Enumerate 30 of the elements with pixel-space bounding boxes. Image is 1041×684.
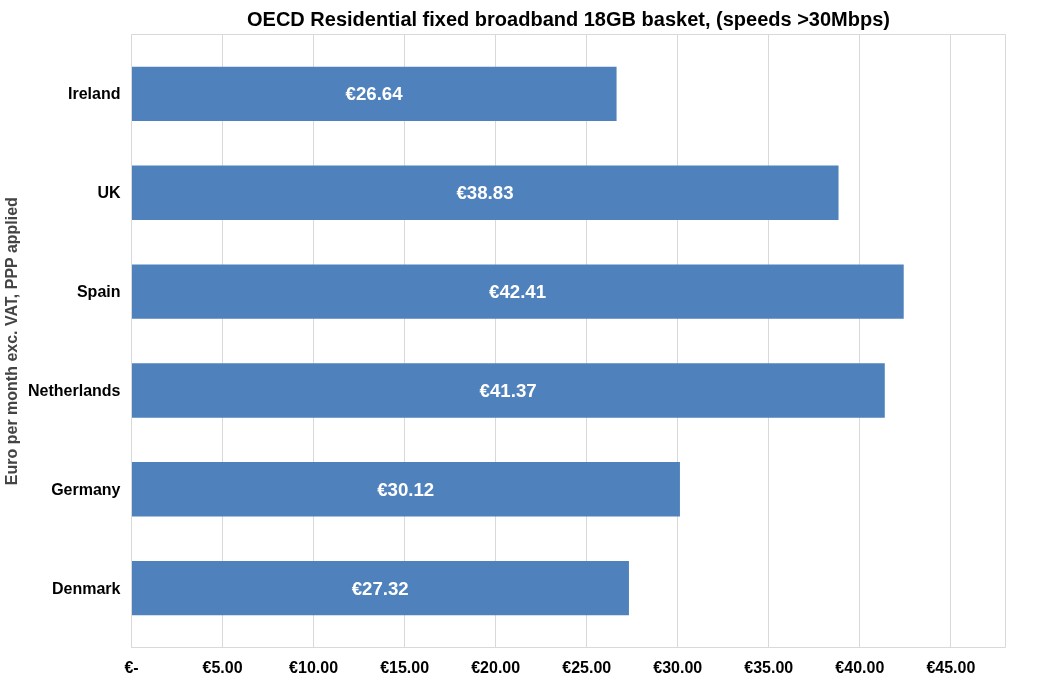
y-tick-label: Ireland bbox=[68, 85, 121, 103]
y-tick-label: UK bbox=[97, 184, 121, 202]
bar bbox=[131, 462, 680, 517]
x-tick-label: €- bbox=[124, 658, 139, 676]
data-label: €30.12 bbox=[377, 478, 435, 500]
bar bbox=[131, 264, 904, 319]
y-tick-label: Netherlands bbox=[28, 381, 121, 399]
data-label: €42.41 bbox=[489, 281, 547, 303]
bar bbox=[131, 165, 839, 220]
bar bbox=[131, 363, 885, 418]
y-tick-label: Germany bbox=[51, 480, 121, 498]
x-tick-label: €15.00 bbox=[380, 658, 430, 676]
bar bbox=[131, 560, 629, 616]
x-tick-label: €40.00 bbox=[835, 658, 885, 676]
x-tick-label: €35.00 bbox=[744, 658, 794, 676]
y-axis-title: Euro per month exc. VAT, PPP applied bbox=[3, 197, 21, 486]
y-tick-label: Denmark bbox=[52, 579, 121, 597]
data-label: €26.64 bbox=[345, 83, 404, 105]
data-label: €41.37 bbox=[479, 379, 537, 401]
data-label: €38.83 bbox=[456, 182, 514, 204]
x-tick-label: €10.00 bbox=[289, 658, 339, 676]
x-tick-label: €20.00 bbox=[471, 658, 521, 676]
y-tick-label: Spain bbox=[76, 283, 121, 301]
x-tick-label: €45.00 bbox=[926, 658, 976, 676]
chart-title: OECD Residential fixed broadband 18GB basket, (speeds >30Mbps) bbox=[247, 7, 890, 30]
x-tick-label: €25.00 bbox=[562, 658, 612, 676]
bar bbox=[131, 66, 617, 122]
x-tick-label: €30.00 bbox=[653, 658, 703, 676]
data-label: €27.32 bbox=[351, 577, 409, 599]
x-tick-label: €5.00 bbox=[202, 658, 243, 676]
